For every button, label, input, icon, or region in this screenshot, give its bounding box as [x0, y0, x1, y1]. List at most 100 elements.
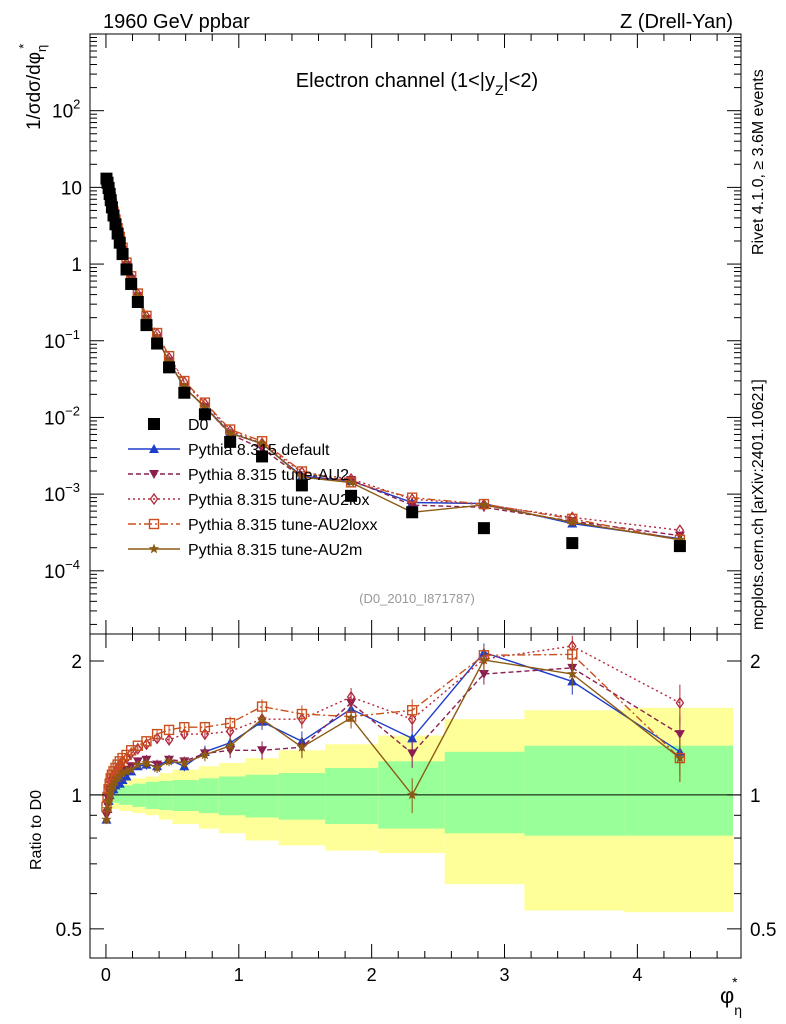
main-x-ticks: [105, 34, 718, 634]
ratio-point: [101, 814, 112, 825]
data-point: [163, 361, 176, 374]
ratio-point: [199, 721, 211, 733]
ratio-point: [674, 752, 686, 763]
data-point: [111, 227, 124, 240]
main-panel: 10−4 10−3 10−2 10−1 1 10 102 Electron channel …: [16, 33, 742, 635]
data-point: [178, 386, 191, 399]
x-tick-label: 4: [632, 965, 642, 985]
ratio-point: [152, 732, 162, 745]
main-point: [674, 534, 686, 545]
ratio-point: [199, 749, 211, 760]
main-y-ticks: 10−4 10−3 10−2 10−1 1 10 102: [44, 37, 741, 625]
ratio-point: [141, 757, 152, 768]
ratio-point: [407, 713, 417, 726]
ratio-point: [142, 738, 151, 751]
ratio-point: [179, 721, 190, 733]
data-point: [140, 319, 153, 332]
y-tick-label: 10−2: [44, 403, 80, 429]
ratio-point: [225, 725, 235, 738]
ratio-point: [478, 669, 489, 679]
main-point: [224, 427, 236, 438]
data-point: [406, 506, 419, 519]
ratio-point: [407, 749, 418, 759]
legend-label-pythia-8-315-tune-au2: Pythia 8.315 tune-AU2: [188, 467, 349, 484]
ratio-point: [674, 730, 685, 740]
inner-band-segment: [524, 745, 625, 836]
inner-band-segment: [218, 776, 246, 816]
legend-label-pythia-8-315-default: Pythia 8.315 default: [188, 442, 330, 459]
ratio-y-ticks: 0.5 0.5 1 1 2 2: [56, 652, 777, 941]
ratio-uncertainty-bands: [105, 707, 734, 913]
inner-band-segment: [444, 751, 525, 834]
legend-marker-pythia-8-315-tune-au2: [149, 470, 159, 479]
inner-band-segment: [278, 773, 326, 820]
main-line-pythia-8-315-tune-au2m: [105, 182, 681, 541]
main-point: [199, 401, 211, 412]
y-tick-label: 10−3: [44, 480, 80, 506]
main-point: [163, 356, 175, 366]
y-tick-label: 10: [61, 178, 82, 199]
inner-band-segment: [159, 780, 173, 810]
ratio-y-axis-label: Ratio to D0: [28, 790, 45, 870]
main-point: [296, 471, 308, 482]
data-point: [477, 522, 490, 535]
data-point: [151, 337, 164, 350]
header-left: 1960 GeV ppbar: [103, 11, 250, 33]
y-tick-label: 10−4: [44, 557, 80, 583]
data-point: [131, 296, 144, 309]
data-point: [120, 263, 133, 276]
legend-label-d0: D0: [188, 417, 209, 434]
y-tick-label: 102: [52, 97, 80, 123]
ratio-point: [297, 713, 307, 726]
ratio-point: [296, 741, 308, 752]
legend-marker-pythia-8-315-default: [149, 444, 159, 453]
ratio-point: [406, 789, 418, 800]
ratio-line-pythia-8-315-tune-au2loxx: [105, 653, 681, 807]
ratio-point: [103, 795, 114, 806]
main-point: [345, 477, 357, 487]
chart-title: Electron channel (1<|yZ|<2): [296, 70, 538, 98]
main-line-pythia-8-315-tune-au2lox: [105, 181, 680, 531]
legend-label-pythia-8-315-tune-au2loxx: Pythia 8.315 tune-AU2loxx: [188, 517, 377, 534]
ratio-point: [200, 727, 210, 741]
ratio-point: [141, 736, 152, 747]
x-tick-label: 2: [367, 965, 377, 985]
main-point: [406, 492, 418, 503]
ratio-y-tick-label-right: 0.5: [750, 920, 776, 941]
ratio-point: [256, 701, 268, 712]
ratio-point: [163, 724, 175, 736]
ratio-point: [126, 764, 137, 775]
legend-marker-d0: [148, 418, 160, 430]
main-y-axis-label: 1/σdσ/dφη*: [16, 44, 49, 130]
ratio-point: [151, 728, 163, 740]
ratio-point: [406, 705, 418, 716]
main-point: [179, 381, 190, 392]
inner-band-segment: [245, 774, 279, 818]
data-point: [566, 537, 579, 550]
data-point: [198, 408, 211, 421]
main-marks: [100, 172, 686, 553]
ratio-point: [179, 757, 190, 768]
ratio-point: [102, 803, 113, 814]
inner-band-segment: [325, 767, 379, 825]
ratio-y-tick-label-right: 1: [750, 786, 761, 807]
data-point: [116, 248, 129, 261]
analysis-tag: (D0_2010_I871787): [359, 591, 475, 606]
ratio-point: [407, 733, 418, 743]
ratio-y-tick-label-right: 2: [750, 652, 761, 673]
legend-label-pythia-8-315-tune-au2m: Pythia 8.315 tune-AU2m: [188, 542, 362, 559]
ratio-point: [567, 668, 578, 679]
data-point: [224, 435, 237, 448]
ratio-point: [105, 785, 116, 796]
ratio-point: [164, 733, 174, 746]
ratio-point: [114, 756, 125, 767]
ratio-point: [132, 759, 144, 769]
header-right: Z (Drell-Yan): [620, 11, 733, 33]
ratio-point: [296, 708, 308, 720]
ratio-panel: 0 1 2 3 4 0.5 0.5 1 1 2 2 Ratio to D0: [28, 633, 777, 985]
data-point: [345, 489, 358, 502]
legend: D0 Pythia 8.315 default Pythia 8.315 tune-…: [128, 417, 377, 559]
x-axis-label: φη*: [720, 974, 742, 1018]
ratio-point: [224, 740, 236, 751]
data-point: [109, 218, 122, 231]
